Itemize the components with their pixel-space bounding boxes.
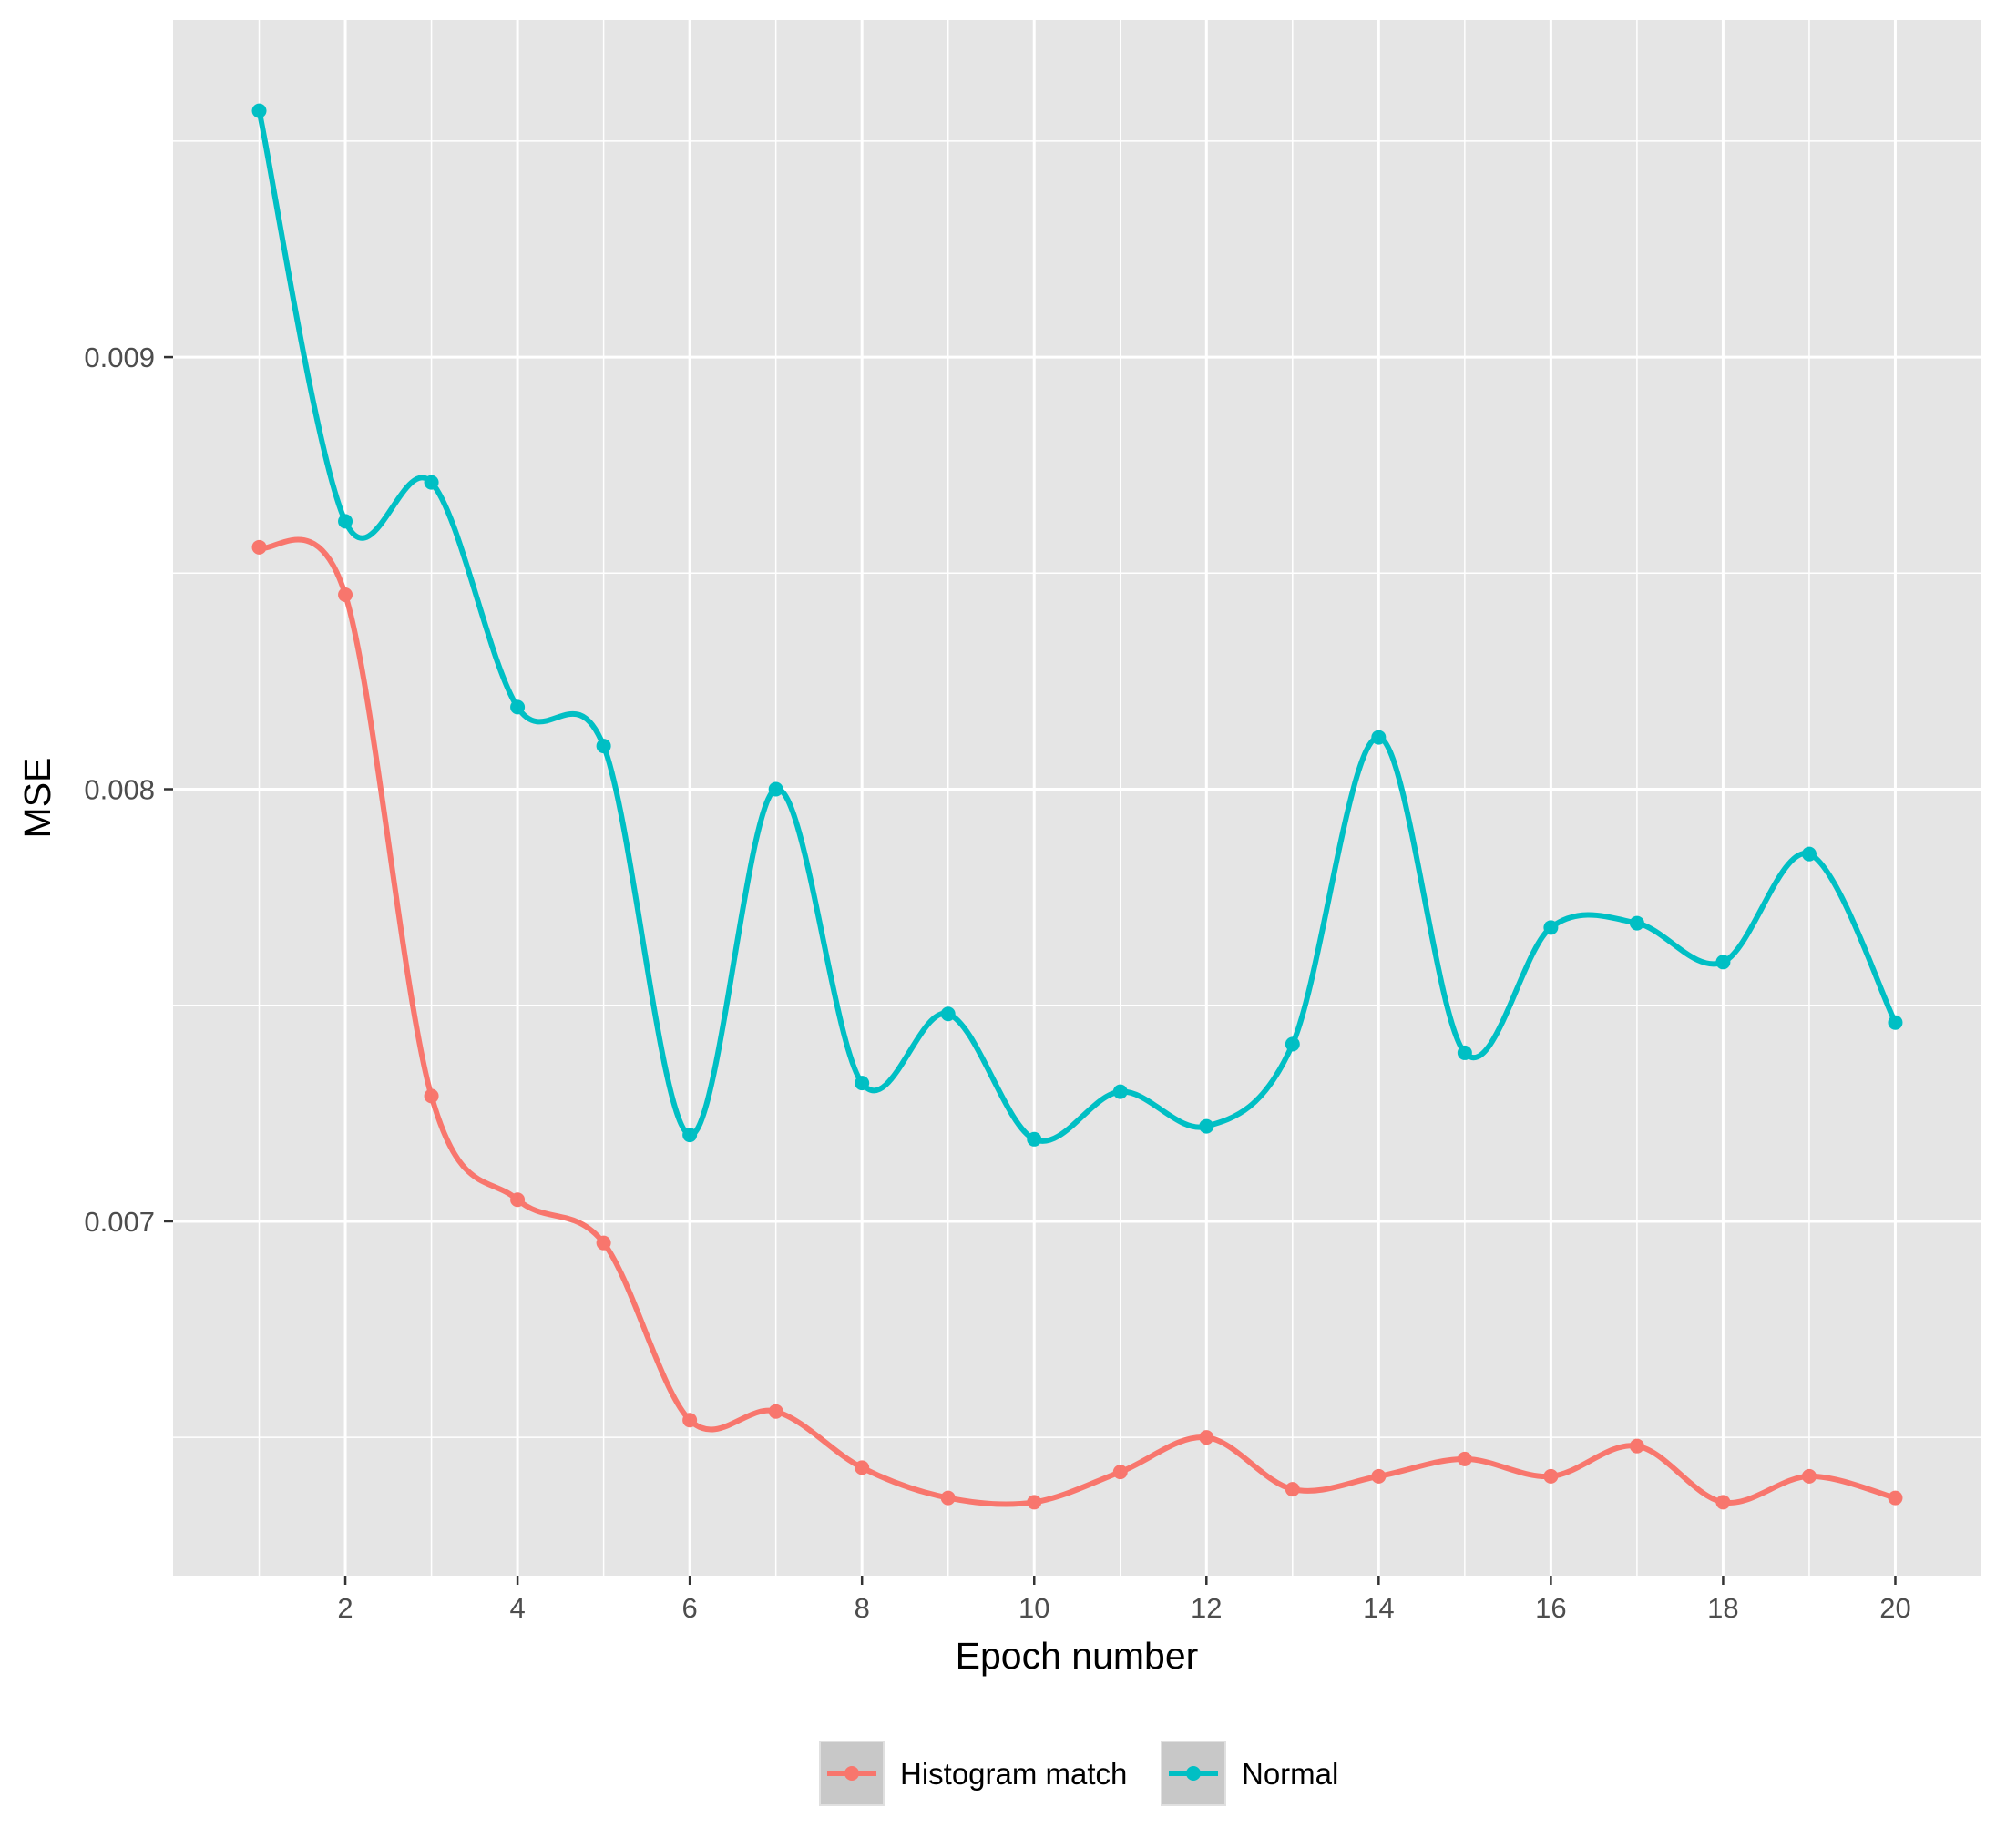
data-point-normal xyxy=(1715,955,1731,970)
data-point-histogram-match xyxy=(510,1192,526,1208)
data-point-normal xyxy=(768,781,783,797)
data-point-normal xyxy=(1112,1084,1128,1099)
legend-label-histogram-match: Histogram match xyxy=(900,1757,1127,1791)
data-point-normal xyxy=(1371,730,1387,745)
data-point-histogram-match xyxy=(1543,1468,1559,1484)
x-tick-label: 2 xyxy=(337,1592,353,1624)
x-tick-label: 8 xyxy=(855,1592,870,1624)
series-line-histogram-match xyxy=(256,536,1899,1507)
data-point-normal xyxy=(1285,1036,1300,1052)
y-tick-label: 0.007 xyxy=(84,1206,155,1238)
data-point-histogram-match xyxy=(1457,1451,1472,1466)
data-point-normal xyxy=(682,1128,698,1143)
data-point-histogram-match xyxy=(1629,1438,1644,1454)
legend-key-point-histogram-match xyxy=(844,1766,859,1781)
x-tick-label: 6 xyxy=(682,1592,698,1624)
data-point-histogram-match xyxy=(424,1088,439,1104)
data-point-histogram-match xyxy=(1285,1482,1300,1497)
data-point-normal xyxy=(855,1076,870,1091)
data-point-histogram-match xyxy=(1715,1495,1731,1510)
data-point-normal xyxy=(1801,846,1817,862)
data-point-normal xyxy=(251,103,267,118)
data-point-normal xyxy=(1629,915,1644,931)
series-layer xyxy=(251,103,1903,1510)
data-point-histogram-match xyxy=(338,587,353,603)
data-point-histogram-match xyxy=(251,539,267,555)
x-tick-label: 4 xyxy=(509,1592,525,1624)
data-point-histogram-match xyxy=(1888,1490,1903,1506)
major-gridlines xyxy=(173,20,1981,1576)
data-point-normal xyxy=(1457,1045,1472,1060)
x-tick-label: 20 xyxy=(1879,1592,1910,1624)
x-axis-title: Epoch number xyxy=(956,1635,1199,1677)
x-axis: 2 4 6 8 10 12 14 16 18 20 xyxy=(337,1576,1911,1624)
x-tick-label: 10 xyxy=(1018,1592,1049,1624)
legend: Histogram match Normal xyxy=(819,1741,1338,1806)
data-point-histogram-match xyxy=(768,1404,783,1419)
data-point-normal xyxy=(1027,1131,1042,1147)
x-tick-label: 16 xyxy=(1535,1592,1566,1624)
panel-background xyxy=(173,20,1981,1576)
data-point-histogram-match xyxy=(940,1490,956,1506)
y-tick-label: 0.008 xyxy=(84,774,155,806)
data-point-normal xyxy=(1543,920,1559,935)
data-point-normal xyxy=(424,475,439,490)
y-axis-title: MSE xyxy=(16,758,58,839)
data-point-normal xyxy=(940,1006,956,1022)
legend-key-point-normal xyxy=(1186,1766,1201,1781)
x-tick-label: 18 xyxy=(1707,1592,1738,1624)
data-point-normal xyxy=(338,514,353,529)
data-point-histogram-match xyxy=(1199,1430,1214,1445)
x-tick-label: 12 xyxy=(1191,1592,1222,1624)
x-tick-label: 14 xyxy=(1363,1592,1394,1624)
legend-label-normal: Normal xyxy=(1242,1757,1338,1791)
data-point-histogram-match xyxy=(596,1235,611,1251)
minor-gridlines xyxy=(173,20,1982,1576)
data-point-normal xyxy=(1888,1015,1903,1030)
data-point-histogram-match xyxy=(1112,1465,1128,1480)
series-line-normal xyxy=(256,107,1899,1144)
y-axis: 0.007 0.008 0.009 xyxy=(84,342,173,1238)
data-point-histogram-match xyxy=(682,1413,698,1428)
data-point-histogram-match xyxy=(1371,1468,1387,1484)
y-tick-label: 0.009 xyxy=(84,342,155,373)
data-point-histogram-match xyxy=(1027,1495,1042,1510)
data-point-histogram-match xyxy=(855,1460,870,1475)
data-point-normal xyxy=(596,739,611,754)
data-point-normal xyxy=(1199,1118,1214,1134)
data-point-normal xyxy=(510,699,526,715)
data-point-histogram-match xyxy=(1801,1468,1817,1484)
